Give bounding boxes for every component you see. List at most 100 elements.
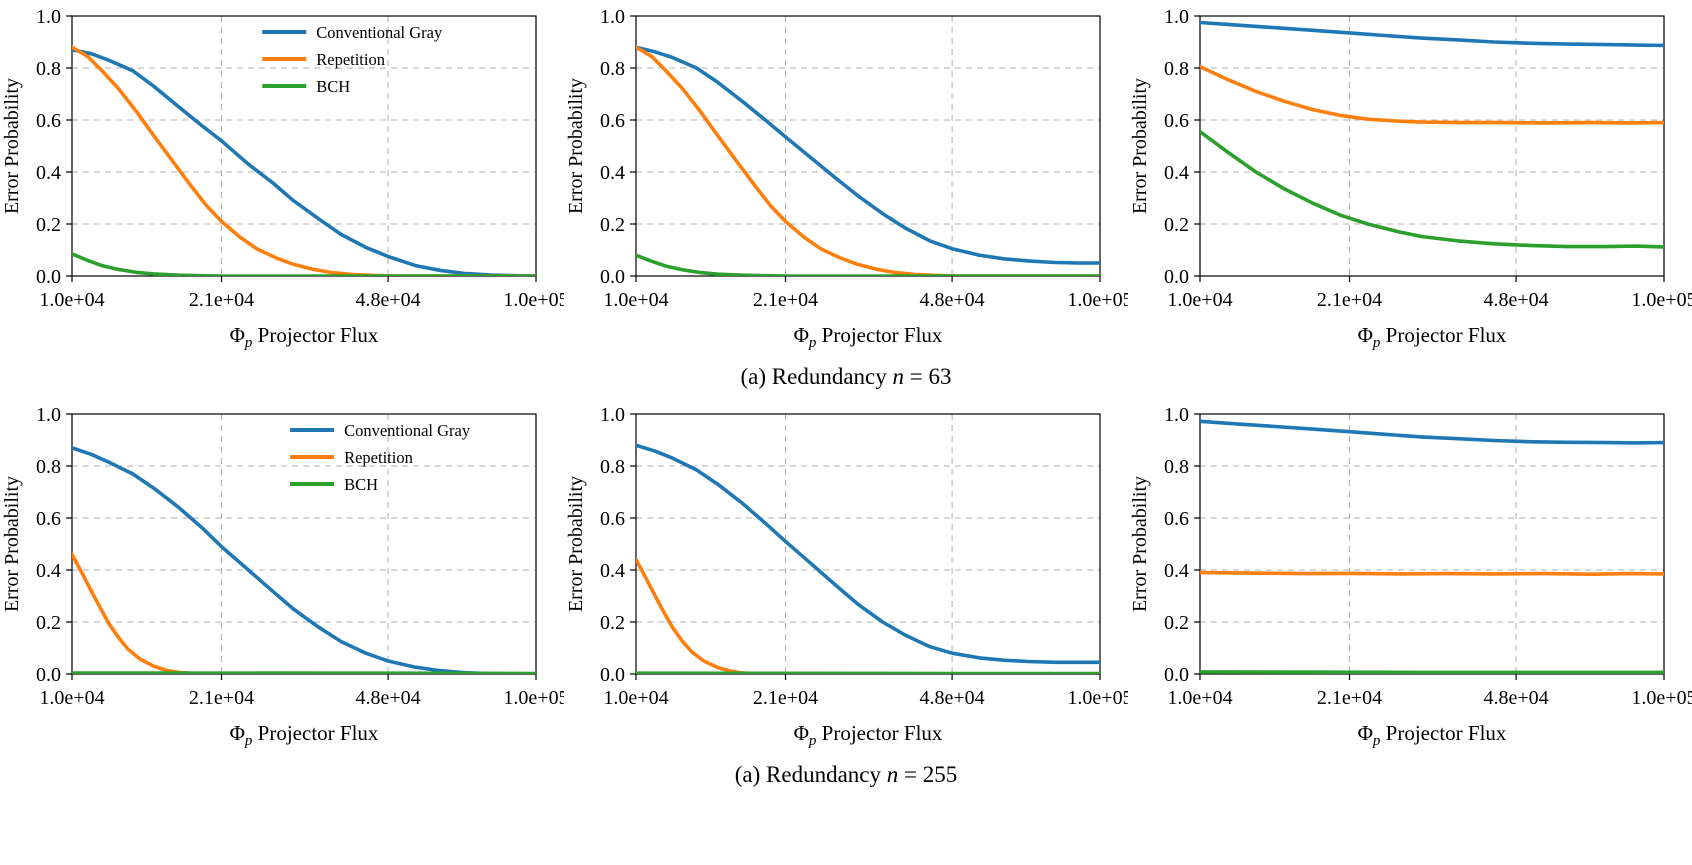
chart-svg-n255-middle: 1.0e+04 2.1e+04 4.8e+04 1.0e+05 0.0 0.2 0.4 0.6…	[565, 404, 1133, 749]
svg-text:0.4: 0.4	[36, 162, 61, 184]
chart-svg-n63-left: 1.0e+04 2.1e+04 4.8e+04 1.0e+05 0.0 0.2 0.4 0.6…	[1, 6, 569, 351]
svg-text:0.4: 0.4	[1164, 560, 1189, 582]
svg-text:1.0e+04: 1.0e+04	[603, 687, 668, 709]
svg-text:0.0: 0.0	[36, 664, 61, 686]
svg-text:1.0e+05: 1.0e+05	[1631, 687, 1692, 709]
svg-text:Φp Projector Flux: Φp Projector Flux	[1358, 323, 1507, 351]
figure: 1.0e+04 2.1e+04 4.8e+04 1.0e+05 0.0 0.2 0.4 0.6…	[0, 4, 1692, 800]
svg-text:1.0e+04: 1.0e+04	[1167, 289, 1232, 311]
svg-text:2.1e+04: 2.1e+04	[189, 289, 254, 311]
svg-text:1.0: 1.0	[1164, 404, 1189, 426]
svg-text:0.2: 0.2	[600, 214, 625, 236]
chart-n63-left: 1.0e+04 2.1e+04 4.8e+04 1.0e+05 0.0 0.2 0.4 0.6…	[0, 4, 569, 356]
caption-n255-prefix: (a) Redundancy	[734, 762, 887, 787]
caption-n63: (a) Redundancy n = 63	[0, 356, 1692, 402]
svg-text:1.0: 1.0	[600, 404, 625, 426]
svg-text:0.4: 0.4	[1164, 162, 1189, 184]
svg-text:0.0: 0.0	[600, 664, 625, 686]
svg-text:1.0: 1.0	[600, 6, 625, 28]
svg-text:1.0: 1.0	[36, 6, 61, 28]
svg-text:4.8e+04: 4.8e+04	[1484, 687, 1549, 709]
svg-text:0.6: 0.6	[1164, 508, 1189, 530]
svg-text:1.0e+05: 1.0e+05	[1631, 289, 1692, 311]
svg-text:4.8e+04: 4.8e+04	[1484, 289, 1549, 311]
caption-n255-var: n	[886, 762, 899, 787]
svg-text:Φp Projector Flux: Φp Projector Flux	[230, 721, 379, 749]
svg-text:Φp Projector Flux: Φp Projector Flux	[794, 323, 943, 351]
svg-text:4.8e+04: 4.8e+04	[920, 687, 985, 709]
svg-text:2.1e+04: 2.1e+04	[753, 687, 818, 709]
svg-text:Φp Projector Flux: Φp Projector Flux	[794, 721, 943, 749]
svg-text:1.0e+05: 1.0e+05	[1067, 687, 1128, 709]
svg-text:Error Probability: Error Probability	[1, 476, 23, 612]
svg-text:0.0: 0.0	[1164, 266, 1189, 288]
svg-text:0.2: 0.2	[36, 612, 61, 634]
svg-text:0.6: 0.6	[600, 508, 625, 530]
chart-svg-n63-right: 1.0e+04 2.1e+04 4.8e+04 1.0e+05 0.0 0.2 0.4 0.6…	[1129, 6, 1692, 351]
caption-n63-suffix: = 63	[904, 364, 952, 389]
svg-text:Error Probability: Error Probability	[565, 476, 587, 612]
svg-text:BCH: BCH	[316, 77, 350, 96]
svg-text:Error Probability: Error Probability	[1129, 476, 1151, 612]
chart-n255-left: 1.0e+04 2.1e+04 4.8e+04 1.0e+05 0.0 0.2 0.4 0.6…	[0, 402, 569, 754]
chart-svg-n255-left: 1.0e+04 2.1e+04 4.8e+04 1.0e+05 0.0 0.2 0.4 0.6…	[1, 404, 569, 749]
svg-text:Repetition: Repetition	[344, 448, 413, 467]
svg-text:Conventional Gray: Conventional Gray	[344, 421, 471, 440]
chart-n255-middle: 1.0e+04 2.1e+04 4.8e+04 1.0e+05 0.0 0.2 0.4 0.6…	[564, 402, 1133, 754]
svg-text:Conventional Gray: Conventional Gray	[316, 23, 443, 42]
svg-text:0.6: 0.6	[1164, 110, 1189, 132]
chart-n255-right: 1.0e+04 2.1e+04 4.8e+04 1.0e+05 0.0 0.2 0.4 0.6…	[1128, 402, 1692, 754]
chart-row-n63: 1.0e+04 2.1e+04 4.8e+04 1.0e+05 0.0 0.2 0.4 0.6…	[0, 4, 1692, 356]
svg-text:0.4: 0.4	[600, 560, 625, 582]
svg-text:1.0e+04: 1.0e+04	[1167, 687, 1232, 709]
svg-text:0.8: 0.8	[1164, 456, 1189, 478]
svg-text:1.0e+05: 1.0e+05	[503, 289, 564, 311]
svg-text:0.6: 0.6	[36, 110, 61, 132]
chart-row-n255: 1.0e+04 2.1e+04 4.8e+04 1.0e+05 0.0 0.2 0.4 0.6…	[0, 402, 1692, 754]
svg-text:2.1e+04: 2.1e+04	[753, 289, 818, 311]
svg-text:Error Probability: Error Probability	[565, 78, 587, 214]
svg-text:Φp Projector Flux: Φp Projector Flux	[1358, 721, 1507, 749]
svg-text:0.4: 0.4	[36, 560, 61, 582]
caption-n63-var: n	[892, 364, 905, 389]
caption-n63-prefix: (a) Redundancy	[740, 364, 893, 389]
svg-text:0.2: 0.2	[1164, 214, 1189, 236]
caption-n255-suffix: = 255	[898, 762, 958, 787]
svg-text:1.0: 1.0	[1164, 6, 1189, 28]
svg-text:0.2: 0.2	[600, 612, 625, 634]
svg-text:Error Probability: Error Probability	[1129, 78, 1151, 214]
svg-text:0.0: 0.0	[1164, 664, 1189, 686]
svg-text:1.0e+04: 1.0e+04	[39, 289, 104, 311]
svg-text:0.4: 0.4	[600, 162, 625, 184]
caption-n255: (a) Redundancy n = 255	[0, 754, 1692, 800]
svg-text:2.1e+04: 2.1e+04	[189, 687, 254, 709]
svg-text:0.0: 0.0	[36, 266, 61, 288]
svg-text:0.6: 0.6	[36, 508, 61, 530]
svg-text:2.1e+04: 2.1e+04	[1317, 289, 1382, 311]
chart-svg-n255-right: 1.0e+04 2.1e+04 4.8e+04 1.0e+05 0.0 0.2 0.4 0.6…	[1129, 404, 1692, 749]
svg-text:0.8: 0.8	[1164, 58, 1189, 80]
svg-text:0.2: 0.2	[36, 214, 61, 236]
chart-svg-n63-middle: 1.0e+04 2.1e+04 4.8e+04 1.0e+05 0.0 0.2 0.4 0.6…	[565, 6, 1133, 351]
svg-text:0.8: 0.8	[600, 456, 625, 478]
svg-text:4.8e+04: 4.8e+04	[920, 289, 985, 311]
svg-text:Repetition: Repetition	[316, 50, 385, 69]
svg-text:0.2: 0.2	[1164, 612, 1189, 634]
svg-text:1.0e+04: 1.0e+04	[39, 687, 104, 709]
svg-text:Error Probability: Error Probability	[1, 78, 23, 214]
svg-text:1.0e+04: 1.0e+04	[603, 289, 668, 311]
svg-text:1.0e+05: 1.0e+05	[1067, 289, 1128, 311]
svg-text:4.8e+04: 4.8e+04	[356, 289, 421, 311]
svg-text:1.0e+05: 1.0e+05	[503, 687, 564, 709]
chart-n63-right: 1.0e+04 2.1e+04 4.8e+04 1.0e+05 0.0 0.2 0.4 0.6…	[1128, 4, 1692, 356]
svg-text:0.8: 0.8	[36, 456, 61, 478]
svg-text:4.8e+04: 4.8e+04	[356, 687, 421, 709]
svg-text:0.6: 0.6	[600, 110, 625, 132]
chart-n63-middle: 1.0e+04 2.1e+04 4.8e+04 1.0e+05 0.0 0.2 0.4 0.6…	[564, 4, 1133, 356]
svg-text:Φp Projector Flux: Φp Projector Flux	[230, 323, 379, 351]
svg-text:BCH: BCH	[344, 475, 378, 494]
svg-text:0.8: 0.8	[600, 58, 625, 80]
svg-text:0.8: 0.8	[36, 58, 61, 80]
svg-text:1.0: 1.0	[36, 404, 61, 426]
svg-text:2.1e+04: 2.1e+04	[1317, 687, 1382, 709]
